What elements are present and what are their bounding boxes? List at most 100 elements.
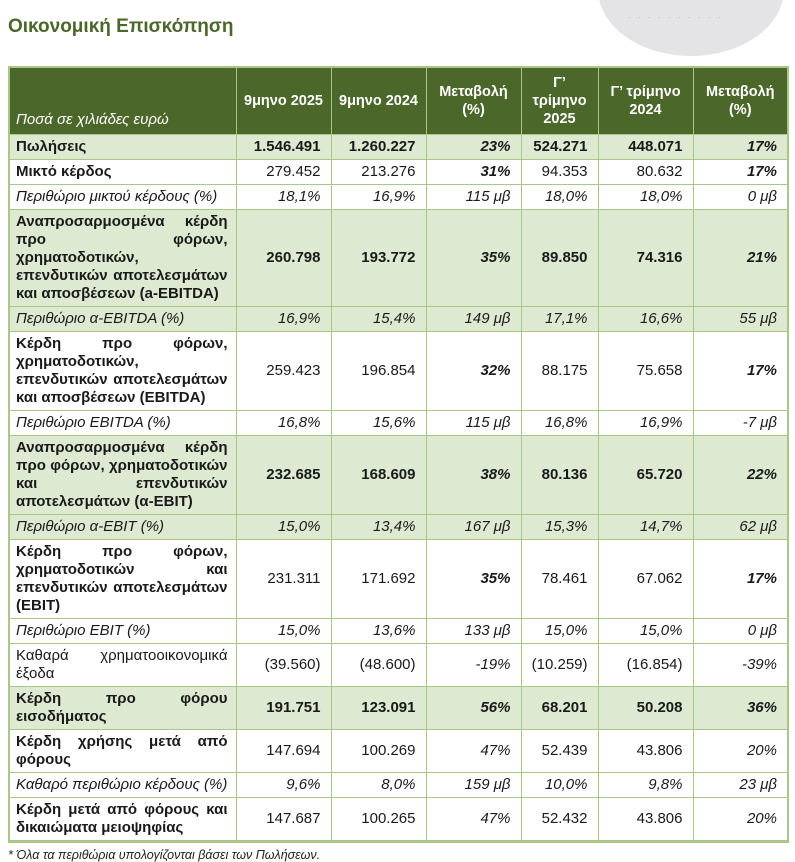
row-label: Κέρδη προ φόρων, χρηματοδοτικών και επεν…	[8, 539, 237, 620]
col-header-9m-2025: 9μηνο 2025	[235, 66, 332, 136]
row-label: Πωλήσεις	[8, 134, 237, 161]
value-cell: (39.560)	[235, 643, 332, 688]
col-header-q3-2025: Γ’ τρίμηνο 2025	[520, 66, 599, 136]
financial-table: Ποσά σε χιλιάδες ευρώ 9μηνο 2025 9μηνο 2…	[8, 66, 789, 844]
value-cell: 18,0%	[520, 184, 599, 211]
value-cell: 68.201	[520, 686, 599, 731]
change-cell: 32%	[425, 331, 522, 412]
value-cell: 15,0%	[597, 618, 694, 645]
change-cell: 55 μβ	[692, 306, 789, 333]
value-cell: 259.423	[235, 331, 332, 412]
value-cell: 448.071	[597, 134, 694, 161]
value-cell: 52.439	[520, 729, 599, 774]
value-cell: (10.259)	[520, 643, 599, 688]
logo-dots: ··········	[628, 12, 728, 20]
value-cell: 88.175	[520, 331, 599, 412]
change-cell: 149 μβ	[425, 306, 522, 333]
row-label: Αναπροσαρμοσμένα κέρδη προ φόρων, χρηματ…	[8, 435, 237, 516]
change-cell: 133 μβ	[425, 618, 522, 645]
value-cell: 9,8%	[597, 772, 694, 799]
value-cell: 74.316	[597, 209, 694, 308]
table-row: Κέρδη μετά από φόρους και δικαιώματα μει…	[8, 797, 789, 843]
row-label: Κέρδη προ φόρου εισοδήματος	[8, 686, 237, 731]
row-label: Κέρδη χρήσης μετά από φόρους	[8, 729, 237, 774]
value-cell: 16,8%	[520, 410, 599, 437]
value-cell: 89.850	[520, 209, 599, 308]
table-row: Κέρδη προ φόρων, χρηματοδοτικών, επενδυτ…	[8, 331, 789, 412]
value-cell: 65.720	[597, 435, 694, 516]
table-row: Αναπροσαρμοσμένα κέρδη προ φόρων, χρηματ…	[8, 209, 789, 308]
table-row: Κέρδη χρήσης μετά από φόρους 147.694 100.…	[8, 729, 789, 774]
value-cell: 168.609	[330, 435, 427, 516]
change-cell: 56%	[425, 686, 522, 731]
table-row: Περιθώριο α-EBIT (%) 15,0% 13,4% 167 μβ 15,…	[8, 514, 789, 541]
change-cell: 21%	[692, 209, 789, 308]
unit-label-header: Ποσά σε χιλιάδες ευρώ	[8, 66, 237, 136]
table-row: Περιθώριο μικτού κέρδους (%) 18,1% 16,9% 1…	[8, 184, 789, 211]
value-cell: 1.260.227	[330, 134, 427, 161]
change-cell: 20%	[692, 797, 789, 843]
value-cell: 193.772	[330, 209, 427, 308]
value-cell: 15,0%	[520, 618, 599, 645]
value-cell: 43.806	[597, 729, 694, 774]
col-header-9m-2024: 9μηνο 2024	[330, 66, 427, 136]
value-cell: 279.452	[235, 159, 332, 186]
row-label: Περιθώριο μικτού κέρδους (%)	[8, 184, 237, 211]
table-body: Πωλήσεις 1.546.491 1.260.227 23% 524.271 448…	[8, 134, 789, 843]
change-cell: 22%	[692, 435, 789, 516]
row-label: Περιθώριο EBITDA (%)	[8, 410, 237, 437]
value-cell: 100.269	[330, 729, 427, 774]
value-cell: 43.806	[597, 797, 694, 843]
change-cell: 0 μβ	[692, 618, 789, 645]
footnote: * Όλα τα περιθώρια υπολογίζονται βάσει τ…	[8, 848, 321, 862]
table-row: Κέρδη προ φόρων, χρηματοδοτικών και επεν…	[8, 539, 789, 620]
value-cell: 147.687	[235, 797, 332, 843]
change-cell: -19%	[425, 643, 522, 688]
value-cell: 94.353	[520, 159, 599, 186]
value-cell: 80.136	[520, 435, 599, 516]
change-cell: 62 μβ	[692, 514, 789, 541]
change-cell: 17%	[692, 159, 789, 186]
change-cell: 47%	[425, 729, 522, 774]
col-header-q3-2024: Γ’ τρίμηνο 2024	[597, 66, 694, 136]
value-cell: 16,9%	[235, 306, 332, 333]
change-cell: 115 μβ	[425, 410, 522, 437]
table-row: Καθαρό περιθώριο κέρδους (%) 9,6% 8,0% 159…	[8, 772, 789, 799]
value-cell: 15,4%	[330, 306, 427, 333]
change-cell: 17%	[692, 331, 789, 412]
value-cell: (16.854)	[597, 643, 694, 688]
change-cell: 35%	[425, 209, 522, 308]
change-cell: 0 μβ	[692, 184, 789, 211]
value-cell: 15,3%	[520, 514, 599, 541]
value-cell: 1.546.491	[235, 134, 332, 161]
row-label: Κέρδη προ φόρων, χρηματοδοτικών, επενδυτ…	[8, 331, 237, 412]
row-label: Περιθώριο α-EBITDA (%)	[8, 306, 237, 333]
change-cell: -7 μβ	[692, 410, 789, 437]
value-cell: 52.432	[520, 797, 599, 843]
value-cell: 75.658	[597, 331, 694, 412]
value-cell: 8,0%	[330, 772, 427, 799]
value-cell: 13,4%	[330, 514, 427, 541]
value-cell: 232.685	[235, 435, 332, 516]
row-label: Καθαρό περιθώριο κέρδους (%)	[8, 772, 237, 799]
table-row: Περιθώριο EBITDA (%) 16,8% 15,6% 115 μβ 16,…	[8, 410, 789, 437]
change-cell: 167 μβ	[425, 514, 522, 541]
value-cell: 147.694	[235, 729, 332, 774]
value-cell: 171.692	[330, 539, 427, 620]
table-row: Πωλήσεις 1.546.491 1.260.227 23% 524.271 448…	[8, 134, 789, 161]
table-row: Μικτό κέρδος 279.452 213.276 31% 94.353 80.6…	[8, 159, 789, 186]
value-cell: 18,0%	[597, 184, 694, 211]
table-row: Καθαρά χρηματοοικονομικά έξοδα (39.560)(…	[8, 643, 789, 688]
value-cell: 123.091	[330, 686, 427, 731]
value-cell: 13,6%	[330, 618, 427, 645]
value-cell: 16,9%	[330, 184, 427, 211]
value-cell: 15,0%	[235, 618, 332, 645]
table-row: Περιθώριο α-EBITDA (%) 16,9% 15,4% 149 μβ 1…	[8, 306, 789, 333]
col-header-change-9m: Μεταβολή (%)	[425, 66, 522, 136]
change-cell: 47%	[425, 797, 522, 843]
row-label: Περιθώριο α-EBIT (%)	[8, 514, 237, 541]
value-cell: 191.751	[235, 686, 332, 731]
value-cell: 16,6%	[597, 306, 694, 333]
row-label: Αναπροσαρμοσμένα κέρδη προ φόρων, χρηματ…	[8, 209, 237, 308]
change-cell: 115 μβ	[425, 184, 522, 211]
